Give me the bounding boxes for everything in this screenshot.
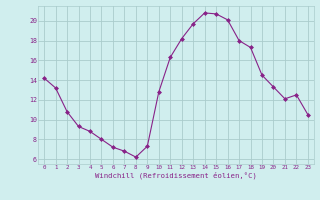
X-axis label: Windchill (Refroidissement éolien,°C): Windchill (Refroidissement éolien,°C)	[95, 172, 257, 179]
